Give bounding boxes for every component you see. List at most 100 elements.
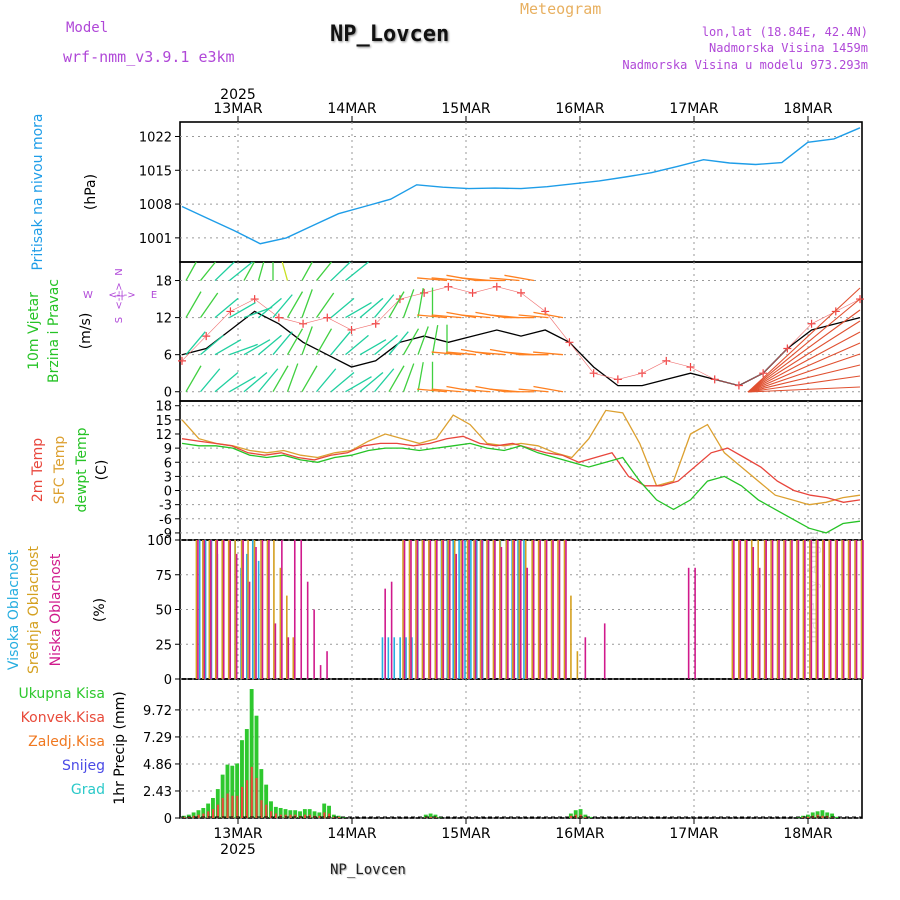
- y-tick-label: 4.86: [143, 758, 172, 773]
- y-tick-label: 0: [164, 386, 172, 401]
- bottom-year-label: 2025: [220, 842, 256, 858]
- wind-arrow: [185, 291, 202, 318]
- precip-total-bar: [834, 816, 839, 818]
- precip-konv-bar: [308, 814, 311, 818]
- footer-station: NP_Lovcen: [330, 862, 406, 878]
- wind-arrow: [272, 294, 293, 319]
- precip-total-bar: [331, 814, 336, 818]
- wind-arrow: [747, 375, 861, 393]
- wind-arrow: [243, 339, 271, 356]
- precip-total-bar: [240, 740, 244, 818]
- station-title: NP_Lovcen: [330, 22, 450, 47]
- precip-total-bar: [206, 803, 211, 818]
- wind-arrow: [359, 371, 384, 393]
- y-tick-label: 6: [164, 456, 172, 471]
- top-day-label: 18MAR: [783, 101, 832, 117]
- bottom-day-label: 17MAR: [669, 826, 718, 842]
- precip-konv-bar: [250, 766, 253, 818]
- precip-total-bar: [327, 805, 331, 818]
- wind-arrow: [374, 334, 398, 356]
- cloud-unit: (%): [92, 598, 108, 622]
- wind-arrow: [446, 351, 477, 356]
- temp-unit: (C): [94, 460, 110, 481]
- wind-arrow: [330, 297, 355, 319]
- precip-total-bar: [810, 812, 815, 818]
- precip-konv-bar: [816, 814, 819, 818]
- precip-konv-bar: [318, 815, 321, 818]
- wind-arrow: [200, 334, 224, 356]
- wind-arrow: [315, 292, 335, 318]
- y-tick-label: -9: [159, 527, 172, 542]
- wind-gust-line: [181, 286, 861, 386]
- precip-konv-bar: [328, 813, 331, 818]
- wind-arrow: [301, 261, 313, 281]
- wind-arrow: [388, 331, 409, 356]
- precip-total-bar: [302, 809, 307, 818]
- wind-arrow: [345, 376, 372, 393]
- wind-gust-mark: [178, 356, 186, 365]
- precip-total-bar: [196, 810, 201, 818]
- dewpt-label: dewpt Temp: [74, 427, 90, 512]
- wind-arrow: [747, 353, 861, 393]
- model-elevation-label: Nadmorska Visina u modelu 973.293m: [622, 58, 868, 72]
- precip-konv-bar: [821, 815, 824, 818]
- y-tick-label: 1015: [139, 164, 172, 179]
- wind-arrow: [489, 277, 520, 282]
- precip-total-bar: [225, 764, 230, 818]
- compass-w: W: [83, 290, 93, 301]
- precip-konv-bar: [226, 793, 229, 818]
- precip-konv-bar: [303, 814, 307, 818]
- y-tick-label: 0: [164, 812, 172, 827]
- precip-total-bar: [307, 809, 312, 818]
- wind-arrow: [359, 339, 387, 356]
- wind-title-2: Brzina i Pravac: [46, 279, 62, 383]
- precip-total-bar: [201, 807, 206, 818]
- wind-arrow: [185, 331, 206, 356]
- y-tick-label: 25: [155, 638, 172, 653]
- wind-arrow: [533, 385, 564, 393]
- precip-total-bar: [578, 809, 583, 818]
- wind-arrow: [388, 291, 405, 318]
- elevation-label: Nadmorska Visina 1459m: [709, 41, 868, 55]
- precip-total-bar: [191, 812, 196, 818]
- precip-total-bar: [820, 810, 825, 818]
- wind-arrow: [229, 343, 258, 356]
- wind-arrow: [272, 365, 289, 393]
- wind-arrow: [518, 314, 549, 319]
- wind-arrow: [281, 261, 289, 281]
- precip-total-bar: [322, 803, 327, 818]
- precip-total-bar: [230, 765, 235, 818]
- pressure-line: [181, 127, 861, 245]
- precip-konv-bar: [231, 795, 234, 818]
- wind-arrow: [257, 261, 265, 281]
- precip-konv-bar: [192, 815, 195, 818]
- precip-legend-3: Zaledj.Kisa: [28, 734, 105, 750]
- wind-arrow: [286, 363, 299, 392]
- y-tick-label: 75: [155, 569, 172, 584]
- wind-arrow: [286, 291, 304, 318]
- wind-arrow: [374, 294, 395, 319]
- wind-arrow: [330, 261, 351, 282]
- pressure-unit: (hPa): [83, 174, 99, 210]
- top-day-label: 16MAR: [555, 101, 604, 117]
- top-day-label: 17MAR: [669, 101, 718, 117]
- y-tick-label: 15: [155, 414, 172, 429]
- precip-konv-bar: [284, 814, 287, 818]
- wind-arrow: [301, 365, 318, 393]
- wind-arrow: [747, 364, 861, 393]
- wind-arrow: [185, 365, 202, 393]
- sfc-temp-line: [181, 409, 861, 506]
- precip-total-bar: [293, 810, 298, 818]
- precip-konv-bar: [211, 809, 215, 818]
- wind-arrow: [315, 261, 333, 281]
- y-tick-label: 9: [164, 442, 172, 457]
- precip-konv-bar: [236, 795, 239, 818]
- precip-konv-bar: [289, 814, 292, 818]
- precip-total-bar: [235, 763, 240, 818]
- precip-legend-2: Konvek.Kisa: [21, 710, 105, 726]
- panel-frame-2: [179, 261, 863, 402]
- precip-total-bar: [312, 811, 317, 818]
- model-label: Model: [66, 20, 109, 36]
- wind-arrow: [475, 351, 506, 356]
